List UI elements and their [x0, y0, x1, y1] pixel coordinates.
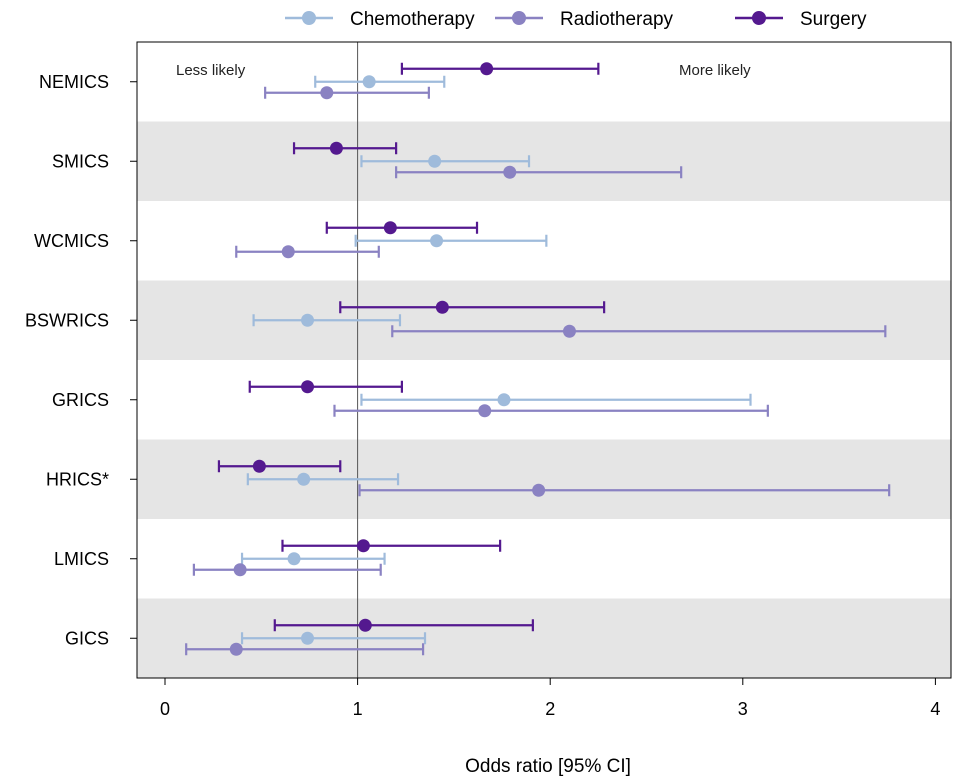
legend: Chemotherapy Radiotherapy Surgery — [285, 9, 867, 30]
x-axis-title: Odds ratio [95% CI] — [465, 756, 631, 777]
point-estimate — [252, 459, 266, 473]
point-estimate — [301, 380, 315, 394]
legend-swatch-point — [752, 11, 766, 25]
point-estimate — [358, 618, 372, 632]
annotation-more-likely: More likely — [679, 62, 751, 79]
y-tick-label: GRICS — [52, 390, 109, 410]
x-tick-label: 3 — [738, 699, 748, 719]
point-estimate — [233, 563, 247, 577]
point-estimate — [320, 86, 334, 100]
series-surgery — [217, 62, 606, 632]
y-tick-label: GICS — [65, 628, 109, 648]
point-estimate — [430, 234, 444, 248]
legend-item-chemotherapy: Chemotherapy — [285, 9, 475, 30]
legend-label: Chemotherapy — [350, 9, 475, 30]
y-tick-label: NEMICS — [39, 72, 109, 92]
point-estimate — [383, 221, 397, 235]
legend-label: Radiotherapy — [560, 9, 674, 30]
point-estimate — [281, 245, 295, 259]
legend-label: Surgery — [800, 9, 867, 30]
point-estimate — [287, 552, 301, 566]
point-estimate — [435, 300, 449, 314]
series-radiotherapy — [185, 86, 891, 656]
row-band — [137, 121, 951, 201]
x-axis: 0 1 2 3 4 — [160, 678, 940, 719]
error-bars — [185, 62, 891, 656]
point-estimate — [562, 324, 576, 338]
point-estimate — [503, 165, 517, 179]
legend-item-surgery: Surgery — [735, 9, 867, 30]
legend-swatch-point — [512, 11, 526, 25]
point-estimate — [532, 483, 546, 497]
point-estimate — [301, 313, 315, 327]
point-estimate — [497, 393, 511, 407]
point-estimate — [362, 75, 376, 89]
point-estimate — [480, 62, 494, 76]
y-tick-label: WCMICS — [34, 231, 109, 251]
legend-item-radiotherapy: Radiotherapy — [495, 9, 674, 30]
point-estimate — [478, 404, 492, 418]
y-axis-labels: NEMICS SMICS WCMICS BSWRICS GRICS HRICS* LMICS… — [25, 72, 137, 648]
x-tick-label: 4 — [930, 699, 940, 719]
plot-frame — [136, 41, 952, 679]
point-estimate — [356, 539, 370, 553]
y-tick-label: LMICS — [54, 549, 109, 569]
point-estimate — [301, 631, 315, 645]
point-estimate — [329, 141, 343, 155]
row-bands — [137, 121, 951, 678]
point-estimate — [229, 642, 243, 656]
y-tick-label: BSWRICS — [25, 310, 109, 330]
annotation-less-likely: Less likely — [176, 62, 246, 79]
x-tick-label: 2 — [545, 699, 555, 719]
point-estimate — [428, 154, 442, 168]
x-tick-label: 1 — [353, 699, 363, 719]
y-tick-label: HRICS* — [46, 469, 109, 489]
y-tick-label: SMICS — [52, 151, 109, 171]
legend-swatch-point — [302, 11, 316, 25]
x-tick-label: 0 — [160, 699, 170, 719]
point-estimate — [297, 472, 311, 486]
series-chemotherapy — [240, 75, 752, 645]
